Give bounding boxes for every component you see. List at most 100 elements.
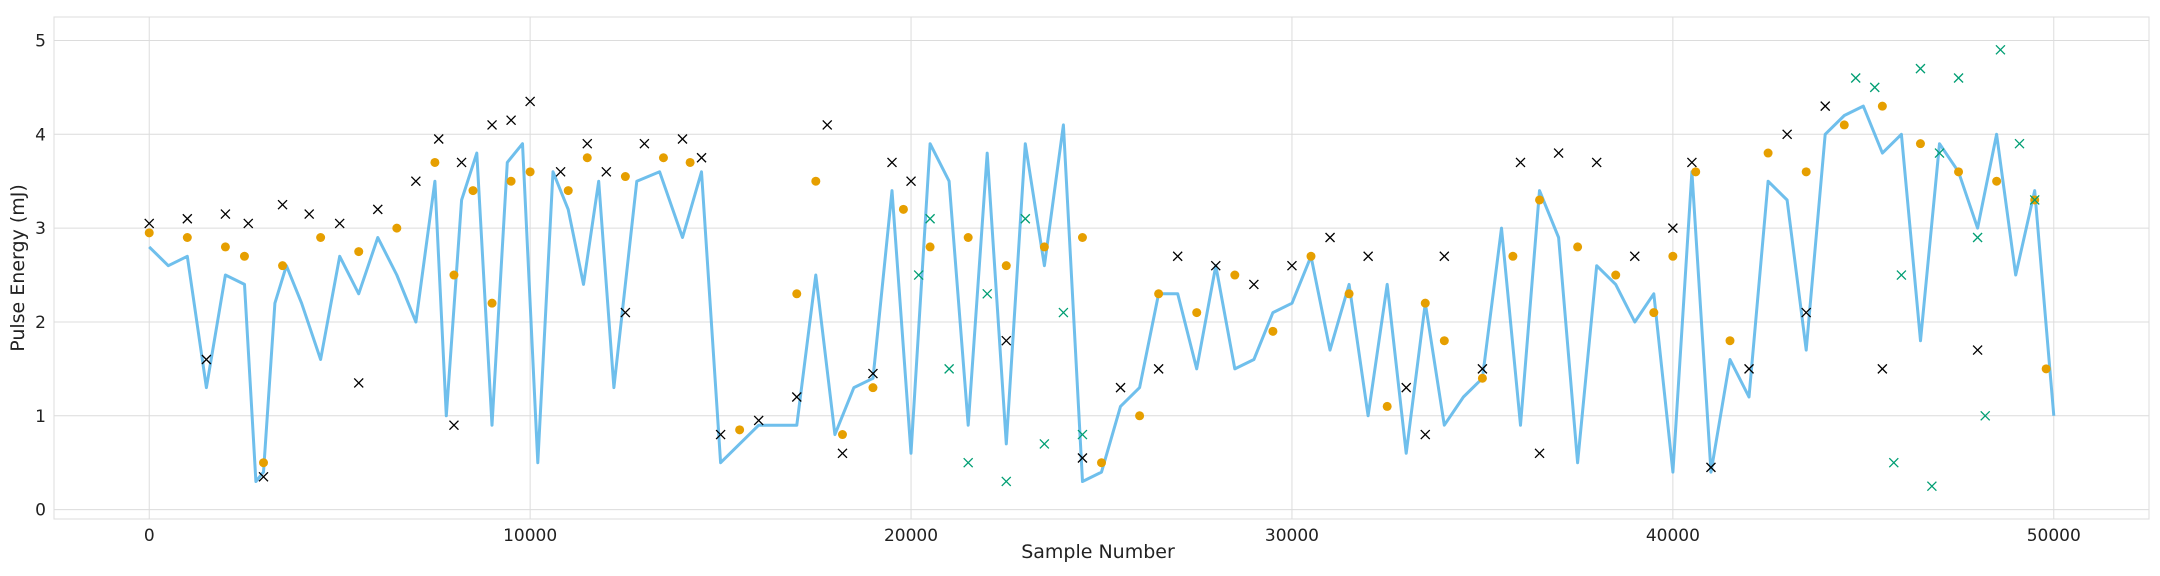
data-point: [906, 176, 917, 187]
data-point: [1629, 251, 1640, 262]
data-point: [259, 458, 268, 468]
x-tick-label: 50000: [2027, 526, 2081, 546]
data-point: [1477, 373, 1487, 383]
data-point: [601, 166, 612, 177]
data-point: [715, 429, 726, 440]
data-point: [258, 471, 269, 482]
data-point: [144, 218, 155, 229]
data-point: [201, 354, 212, 365]
data-point: [448, 420, 459, 431]
data-point: [982, 288, 993, 299]
data-point: [582, 138, 593, 149]
x-tick-label: 40000: [1646, 526, 1700, 546]
data-point: [1020, 213, 1031, 224]
data-point: [506, 176, 516, 186]
data-point: [1115, 382, 1126, 393]
data-point: [811, 176, 821, 186]
data-point: [487, 119, 498, 130]
data-point: [1039, 242, 1049, 252]
x-axis-label: Sample Number: [1021, 541, 1175, 563]
data-point: [639, 138, 650, 149]
series-layer: [144, 44, 2056, 492]
data-point: [449, 270, 459, 280]
data-point: [1439, 251, 1450, 262]
data-point: [1953, 73, 1964, 83]
data-point: [1439, 336, 1449, 346]
series-2-points: [913, 44, 2040, 492]
data-point: [1363, 251, 1374, 262]
data-point: [1915, 139, 1925, 149]
data-point: [1192, 308, 1202, 318]
data-point: [735, 425, 745, 435]
data-point: [468, 186, 478, 196]
data-point: [2014, 138, 2025, 149]
data-point: [1325, 232, 1336, 243]
data-point: [913, 270, 924, 280]
data-point: [1915, 63, 1926, 74]
data-point: [898, 204, 908, 214]
data-point: [456, 157, 467, 168]
data-point: [1972, 345, 1983, 356]
data-point: [1077, 429, 1088, 440]
y-tick-label: 2: [35, 313, 46, 333]
data-point: [582, 153, 592, 163]
data-point: [677, 134, 688, 144]
plot-frame: [53, 16, 2150, 520]
data-point: [867, 368, 878, 379]
data-point: [1869, 82, 1880, 93]
data-point: [277, 199, 288, 210]
data-point: [182, 213, 193, 224]
plot-area: [54, 17, 2149, 519]
data-point: [1306, 251, 1316, 261]
data-point: [1934, 148, 1945, 159]
data-point: [433, 134, 444, 144]
data-point: [2029, 195, 2040, 205]
data-point: [1995, 44, 2006, 55]
data-point: [822, 119, 833, 130]
data-point: [620, 307, 631, 318]
y-tick-label: 0: [35, 501, 46, 521]
series-0-points: [144, 96, 1983, 482]
data-point: [430, 157, 440, 167]
data-point: [925, 242, 935, 252]
data-point: [620, 172, 630, 182]
data-point: [1591, 157, 1602, 168]
data-point: [685, 157, 695, 167]
data-point: [525, 96, 536, 107]
x-tick-label: 30000: [1265, 526, 1319, 546]
data-point: [1839, 120, 1849, 130]
data-point: [1744, 363, 1755, 374]
data-point: [1248, 279, 1259, 290]
data-point: [1039, 438, 1050, 449]
data-point: [1382, 401, 1392, 411]
data-point: [1286, 260, 1297, 271]
data-point: [392, 223, 402, 233]
data-point: [1154, 289, 1164, 299]
data-point: [525, 167, 535, 177]
data-point: [1077, 233, 1087, 243]
data-point: [239, 251, 249, 261]
data-point: [1420, 298, 1430, 308]
data-point: [1097, 458, 1106, 468]
data-point: [1573, 242, 1583, 252]
data-point: [1420, 429, 1431, 440]
data-point: [1515, 157, 1526, 168]
data-point: [372, 204, 383, 215]
data-point: [963, 457, 974, 468]
data-point: [1820, 101, 1831, 112]
data-point: [791, 392, 802, 402]
data-point: [944, 363, 955, 374]
data-point: [1992, 176, 2002, 186]
data-point: [2041, 364, 2051, 374]
data-point: [354, 247, 364, 257]
data-point: [1058, 307, 1069, 318]
data-point: [1668, 251, 1678, 261]
data-point: [1477, 363, 1488, 374]
data-point: [1980, 410, 1991, 421]
y-tick-label: 3: [35, 219, 46, 239]
y-tick-label: 1: [35, 407, 46, 427]
data-point: [563, 186, 573, 196]
energy-line: [148, 104, 2056, 483]
data-point: [243, 218, 254, 229]
